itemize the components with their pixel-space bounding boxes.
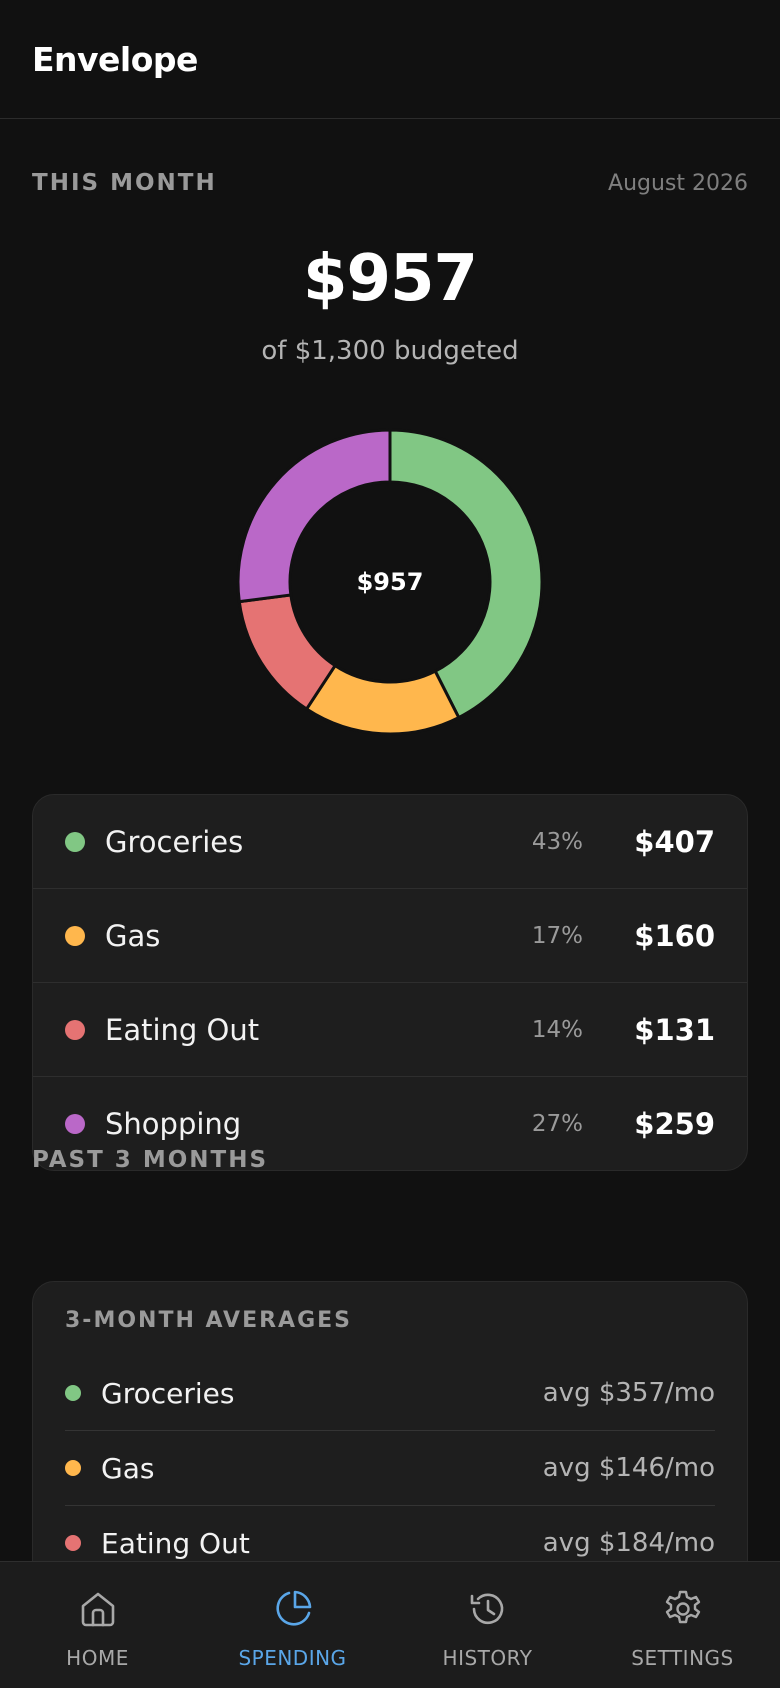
donut-center-total: $957 (356, 568, 424, 596)
averages-card: 3-MONTH AVERAGES Groceries avg $357/mo G… (32, 1281, 748, 1561)
average-category-name: Gas (101, 1451, 155, 1485)
category-color-dot (65, 1535, 81, 1551)
this-month-header: THIS MONTH August 2026 (32, 170, 748, 196)
category-percent: 27% (531, 1111, 583, 1137)
bottom-tab-bar: HOME SPENDING HISTORY SETTINGS (0, 1561, 780, 1688)
average-category-name: Groceries (101, 1376, 235, 1410)
past-months-label: PAST 3 MONTHS (32, 1147, 269, 1173)
donut-slice-groceries (388, 428, 544, 720)
month-label: August 2026 (608, 170, 748, 196)
category-row-eating-out[interactable]: Eating Out 14% $131 (33, 983, 747, 1077)
category-color-dot (65, 1019, 85, 1040)
app-title: Envelope (32, 39, 198, 79)
app-header: Envelope (0, 0, 780, 119)
tab-spending[interactable]: SPENDING (195, 1562, 390, 1688)
average-value: avg $184/mo (542, 1528, 715, 1558)
tab-label: SPENDING (238, 1646, 347, 1670)
averages-list: Groceries avg $357/mo Gas avg $146/mo Ea… (65, 1356, 715, 1561)
category-name: Gas (105, 918, 161, 953)
donut-slice-shopping (236, 428, 392, 604)
tab-label: HOME (66, 1646, 129, 1670)
average-value: avg $146/mo (542, 1453, 715, 1483)
past-months-header: PAST 3 MONTHS (32, 1147, 748, 1173)
category-amount: $160 (634, 918, 715, 953)
spending-donut-chart: $957 (236, 428, 544, 736)
tab-settings[interactable]: SETTINGS (585, 1562, 780, 1688)
category-row-gas[interactable]: Gas 17% $160 (33, 889, 747, 983)
category-breakdown-list: Groceries 43% $407 Gas 17% $160 Eating O… (32, 794, 748, 1171)
home-icon (81, 1592, 114, 1627)
tab-home[interactable]: HOME (0, 1562, 195, 1688)
this-month-label: THIS MONTH (32, 170, 217, 196)
category-name: Groceries (105, 824, 244, 859)
category-color-dot (65, 831, 85, 852)
total-spent: $957 (302, 242, 478, 316)
donut-svg (236, 428, 544, 736)
spending-content[interactable]: THIS MONTH August 2026 $957 of $1,300 bu… (0, 120, 780, 1561)
average-row-gas[interactable]: Gas avg $146/mo (65, 1431, 715, 1506)
tab-history[interactable]: HISTORY (390, 1562, 585, 1688)
category-percent: 17% (531, 922, 583, 949)
history-icon (470, 1593, 503, 1625)
category-row-shopping[interactable]: Shopping 27% $259 (33, 1077, 747, 1170)
category-color-dot (65, 1114, 85, 1134)
category-amount: $407 (634, 824, 715, 859)
average-category-name: Eating Out (101, 1526, 250, 1560)
average-value: avg $357/mo (542, 1378, 715, 1408)
category-name: Eating Out (105, 1012, 260, 1047)
average-row-groceries[interactable]: Groceries avg $357/mo (65, 1356, 715, 1431)
budget-subtitle: of $1,300 budgeted (261, 336, 519, 366)
averages-title: 3-MONTH AVERAGES (65, 1308, 353, 1333)
pie-chart-icon (275, 1590, 311, 1626)
category-name: Shopping (105, 1107, 242, 1141)
category-color-dot (65, 1460, 81, 1476)
gear-icon (665, 1590, 700, 1624)
category-color-dot (65, 925, 85, 946)
tab-label: HISTORY (442, 1646, 533, 1670)
category-percent: 14% (531, 1016, 583, 1043)
tab-label: SETTINGS (631, 1646, 734, 1670)
category-amount: $131 (634, 1012, 715, 1047)
category-row-groceries[interactable]: Groceries 43% $407 (33, 795, 747, 889)
category-amount: $259 (634, 1107, 715, 1141)
category-percent: 43% (531, 828, 583, 855)
category-color-dot (65, 1385, 81, 1401)
average-row-eating-out[interactable]: Eating Out avg $184/mo (65, 1506, 715, 1561)
